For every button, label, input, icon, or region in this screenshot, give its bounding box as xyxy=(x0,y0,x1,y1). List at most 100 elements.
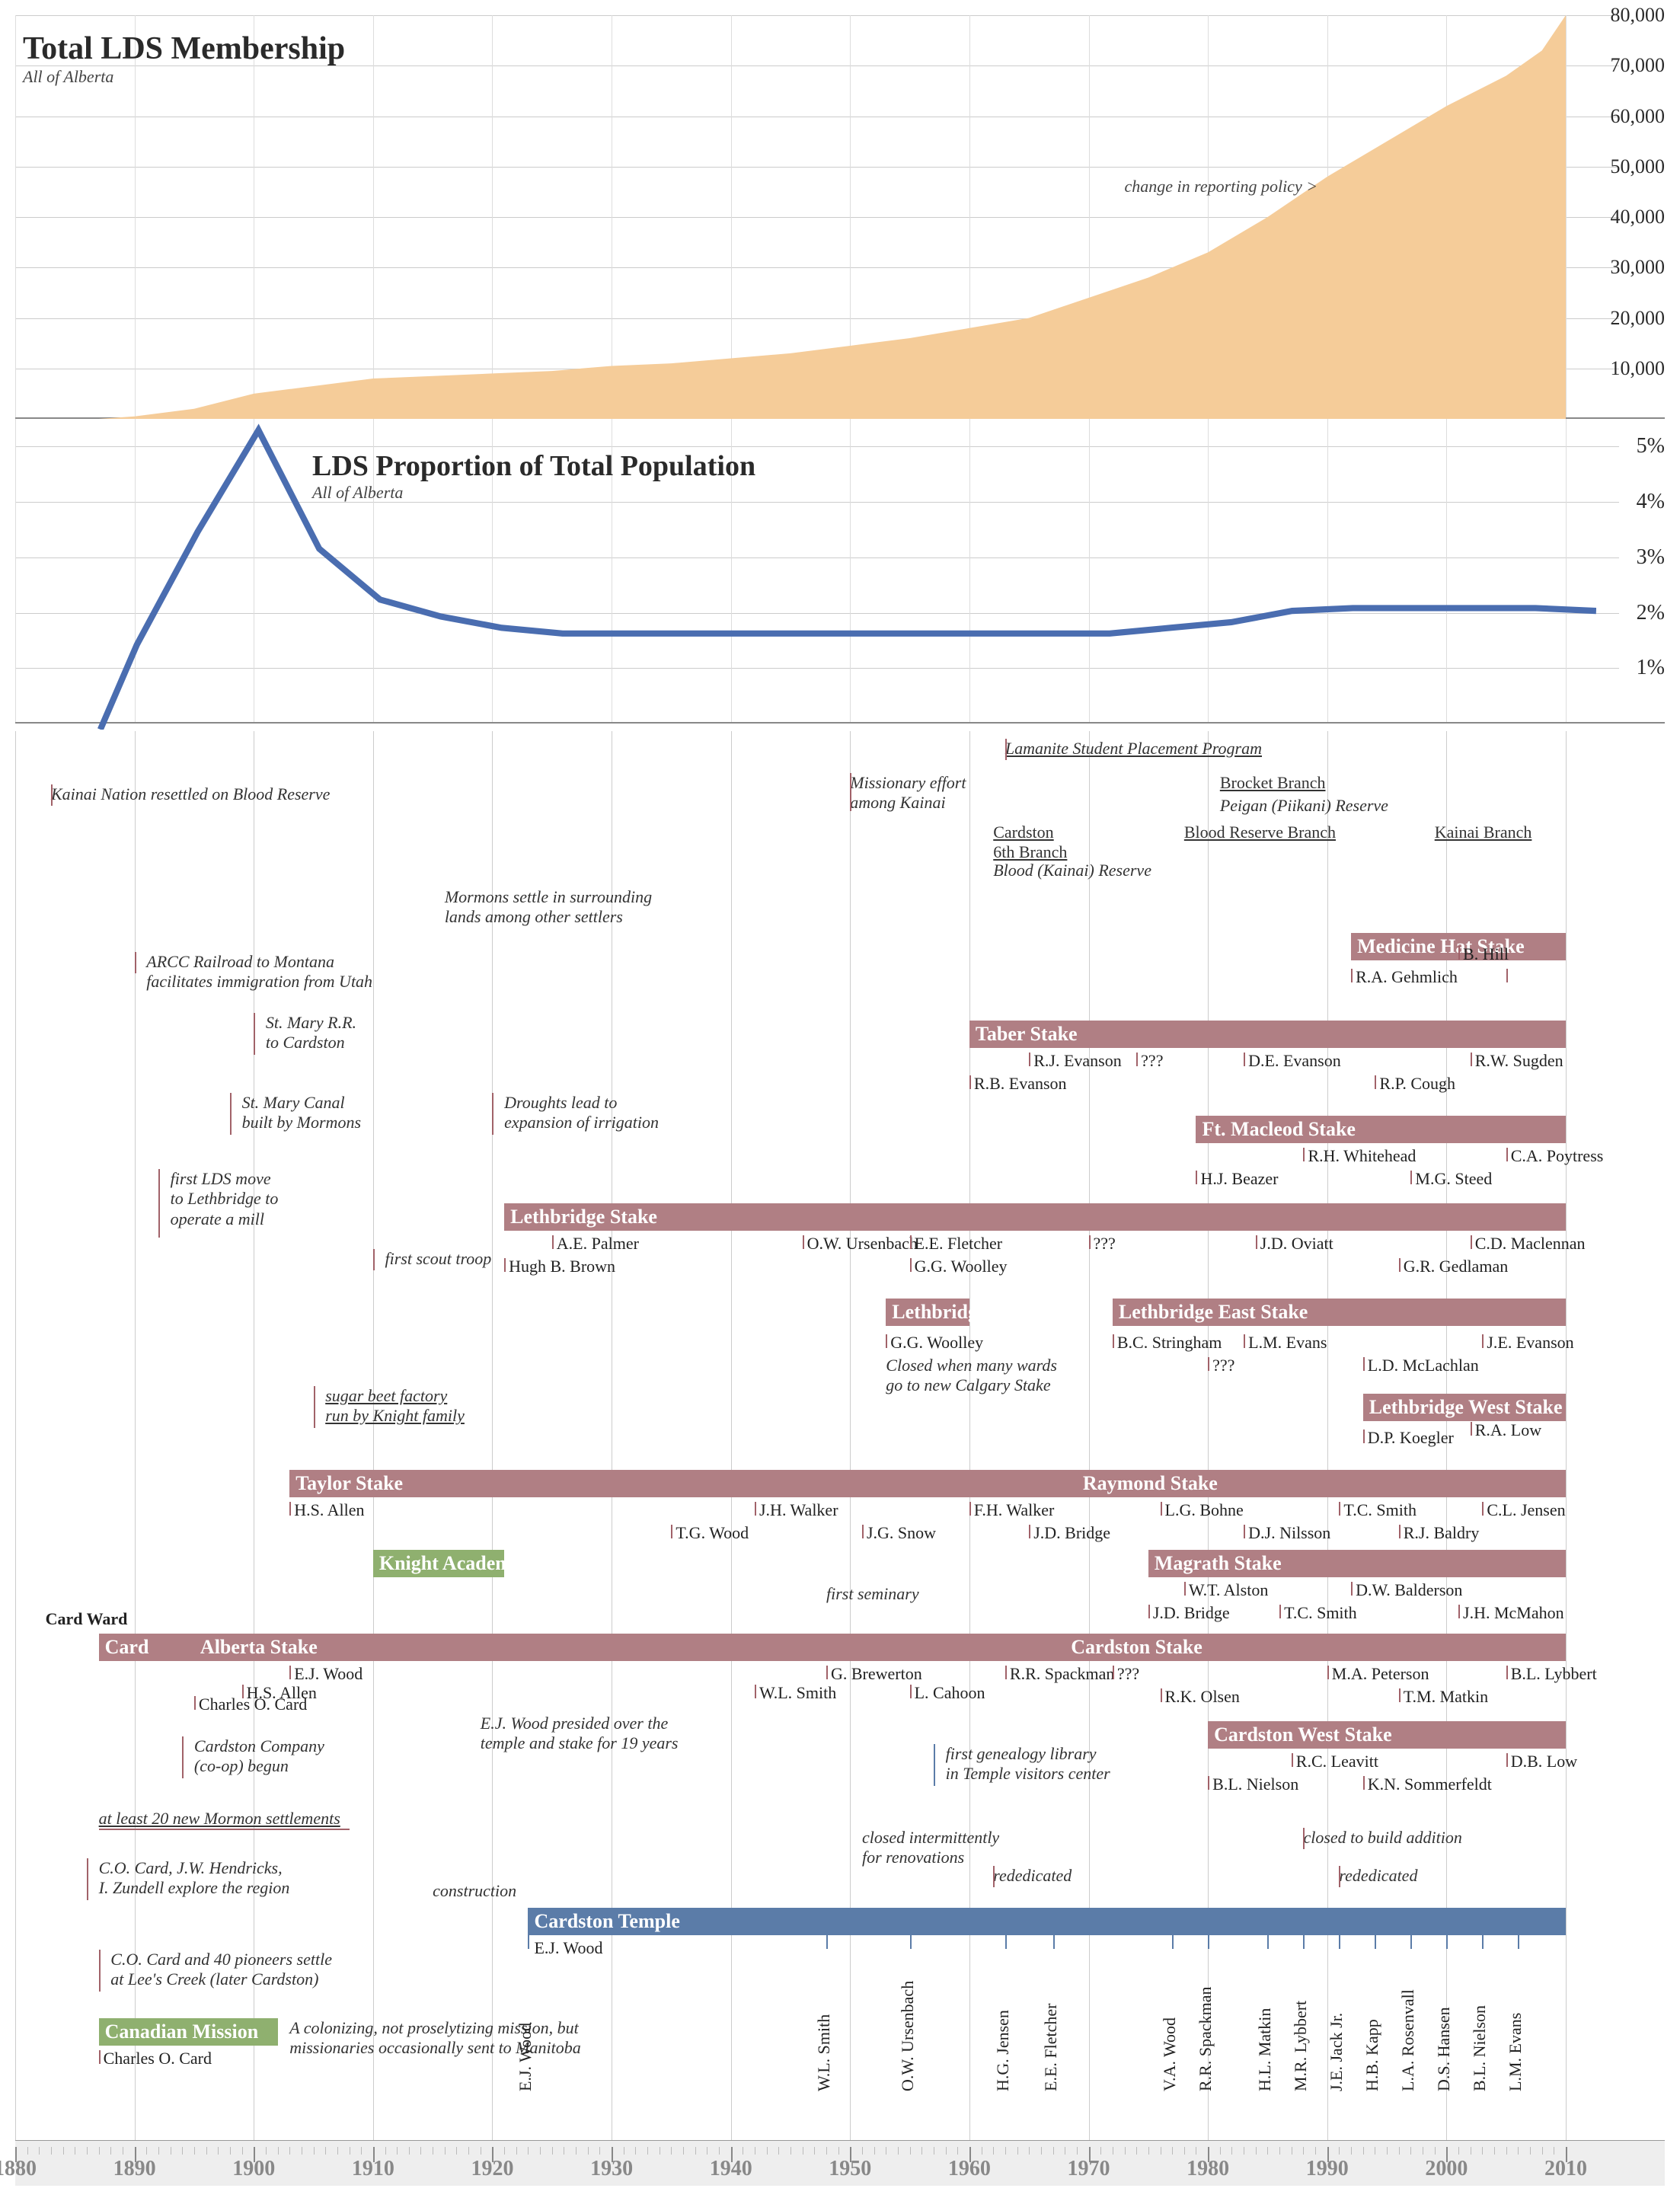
stake-leader: D.E. Evanson xyxy=(1248,1051,1341,1071)
xaxis-year: 1930 xyxy=(590,2157,633,2181)
x-axis: 1880189019001910192019301940195019601970… xyxy=(15,2140,1665,2186)
stake-leader: C.D. Maclennan xyxy=(1475,1234,1586,1254)
chart1-ytick: 50,000 xyxy=(1611,155,1666,178)
chart1-ytick: 60,000 xyxy=(1611,105,1666,128)
timeline-event: closed to build addition xyxy=(1303,1828,1461,1848)
timeline-event: Blood (Kainai) Reserve xyxy=(993,861,1151,880)
timeline-panel: Medicine Hat StakeTaber StakeFt. Macleod… xyxy=(15,731,1665,2140)
temple-president: J.E. Jack Jr. xyxy=(1327,2013,1346,2091)
stake-leader: ??? xyxy=(1094,1234,1116,1254)
chart2-subtitle: All of Alberta xyxy=(312,483,755,503)
chart2-y-labels: 1%2%3%4%5% xyxy=(1604,419,1665,722)
timeline-bar: Taylor Stake xyxy=(289,1470,1077,1497)
stake-leader: T.M. Matkin xyxy=(1404,1687,1488,1707)
stake-leader: R.A. Gehmlich xyxy=(1356,967,1458,987)
timeline-event: C.O. Card and 40 pioneers settleat Lee's… xyxy=(110,1950,332,1990)
chart1-title-block: Total LDS Membership All of Alberta xyxy=(23,30,345,87)
timeline-bar: Lethbridge East Stake xyxy=(886,1299,969,1326)
chart2-line-svg xyxy=(15,419,1596,730)
temple-president: O.W. Ursenbach xyxy=(898,1981,918,2091)
temple-president: E.J. Wood xyxy=(516,2023,535,2091)
xaxis-year: 1980 xyxy=(1187,2157,1229,2181)
stake-leader: B.C. Stringham xyxy=(1117,1333,1222,1353)
stake-leader: J.H. McMahon xyxy=(1463,1603,1564,1623)
stake-leader: J.G. Snow xyxy=(867,1523,936,1543)
temple-president: E.E. Fletcher xyxy=(1041,2004,1061,2091)
stake-leader: G.G. Woolley xyxy=(915,1257,1008,1276)
stake-leader: H.S. Allen xyxy=(294,1500,364,1520)
timeline-event: first seminary xyxy=(826,1584,919,1604)
stake-leader: T.C. Smith xyxy=(1343,1500,1417,1520)
stake-leader: L.D. McLachlan xyxy=(1368,1356,1479,1375)
stake-leader: E.E. Fletcher xyxy=(915,1234,1002,1254)
stake-leader: D.W. Balderson xyxy=(1356,1580,1462,1600)
stake-leader: R.P. Cough xyxy=(1379,1074,1455,1094)
stake-leader: D.B. Low xyxy=(1511,1752,1577,1771)
timeline-bar: Taber Stake xyxy=(969,1021,1566,1048)
timeline-bar: Raymond Stake xyxy=(1077,1470,1566,1497)
timeline-event: Peigan (Piikani) Reserve xyxy=(1220,796,1388,816)
timeline-bar: Canadian Mission xyxy=(99,2018,278,2046)
timeline-event: first genealogy libraryin Temple visitor… xyxy=(946,1744,1110,1784)
timeline-bar: Card xyxy=(99,1634,194,1661)
stake-leader: L.M. Evans xyxy=(1248,1333,1327,1353)
timeline-bar: Cardston Temple xyxy=(528,1908,1566,1935)
timeline-bar: Lethbridge West Stake xyxy=(1363,1394,1566,1421)
xaxis-year: 1880 xyxy=(0,2157,37,2181)
temple-president: R.R. Spackman xyxy=(1196,1987,1215,2092)
stake-leader: B.L. Lybbert xyxy=(1511,1664,1597,1684)
timeline-bar: Knight Academy xyxy=(373,1550,504,1577)
chart2-ytick: 4% xyxy=(1637,490,1665,514)
chart2-ytick: 3% xyxy=(1637,545,1665,570)
stake-leader: G.G. Woolley xyxy=(890,1333,983,1353)
bar-prelabel: Card Ward xyxy=(46,1611,128,1628)
timeline-event: Lamanite Student Placement Program xyxy=(1005,739,1262,759)
stake-leader: L. Cahoon xyxy=(915,1683,985,1703)
chart1-ytick: 30,000 xyxy=(1611,256,1666,279)
chart1-annotation: change in reporting policy > xyxy=(1125,177,1318,196)
stake-leader: R.J. Evanson xyxy=(1033,1051,1122,1071)
xaxis-year: 2000 xyxy=(1425,2157,1468,2181)
stake-leader: R.K. Olsen xyxy=(1165,1687,1240,1707)
timeline-event: Kainai Branch xyxy=(1435,823,1532,842)
stake-leader: ??? xyxy=(1141,1051,1163,1071)
xaxis-year: 1890 xyxy=(113,2157,156,2181)
stake-leader: Charles O. Card xyxy=(104,2049,212,2068)
stake-leader: J.E. Evanson xyxy=(1487,1333,1573,1353)
stake-leader: R.J. Baldry xyxy=(1404,1523,1480,1543)
timeline-event: Droughts lead toexpansion of irrigation xyxy=(504,1093,659,1133)
proportion-line-chart: LDS Proportion of Total Population All o… xyxy=(15,419,1665,724)
xaxis-year: 1940 xyxy=(710,2157,752,2181)
timeline-bar: Cardston Stake xyxy=(1065,1634,1566,1661)
stake-leader: R.B. Evanson xyxy=(974,1074,1067,1094)
stake-leader: R.W. Sugden xyxy=(1475,1051,1563,1071)
timeline-event: E.J. Wood presided over thetemple and st… xyxy=(481,1714,679,1754)
xaxis-year: 1920 xyxy=(471,2157,513,2181)
stake-leader: ??? xyxy=(1117,1664,1139,1684)
timeline-bar: Cardston West Stake xyxy=(1208,1721,1566,1749)
chart1-ytick: 70,000 xyxy=(1611,54,1666,77)
stake-leader: R.C. Leavitt xyxy=(1296,1752,1378,1771)
membership-area-chart: Total LDS Membership All of Alberta 10,0… xyxy=(15,15,1665,419)
timeline-event: St. Mary Canalbuilt by Mormons xyxy=(242,1093,361,1133)
xaxis-year: 1910 xyxy=(352,2157,394,2181)
stake-leader: H.J. Beazer xyxy=(1200,1169,1278,1189)
stake-leader: G.R. Gedlaman xyxy=(1404,1257,1508,1276)
stake-leader: ??? xyxy=(1212,1356,1234,1375)
chart1-y-labels: 10,00020,00030,00040,00050,00060,00070,0… xyxy=(1573,15,1665,417)
stake-leader: K.N. Sommerfeldt xyxy=(1368,1775,1492,1794)
stake-leader: W.L. Smith xyxy=(759,1683,836,1703)
xaxis-year: 1950 xyxy=(829,2157,871,2181)
timeline-event: Closed when many wardsgo to new Calgary … xyxy=(886,1356,1057,1396)
timeline-event: Brocket Branch xyxy=(1220,773,1326,793)
temple-president: W.L. Smith xyxy=(814,2014,834,2091)
chart1-ytick: 10,000 xyxy=(1611,357,1666,380)
xaxis-year: 1960 xyxy=(948,2157,991,2181)
stake-leader: C.A. Poytress xyxy=(1511,1146,1604,1166)
timeline-bar: Ft. Macleod Stake xyxy=(1196,1116,1566,1143)
temple-president: H.L. Matkin xyxy=(1255,2008,1275,2091)
timeline-event: construction xyxy=(433,1881,516,1901)
chart1-ytick: 80,000 xyxy=(1611,4,1666,27)
stake-leader: D.P. Koegler xyxy=(1368,1428,1454,1448)
stake-leader: M.A. Peterson xyxy=(1332,1664,1429,1684)
